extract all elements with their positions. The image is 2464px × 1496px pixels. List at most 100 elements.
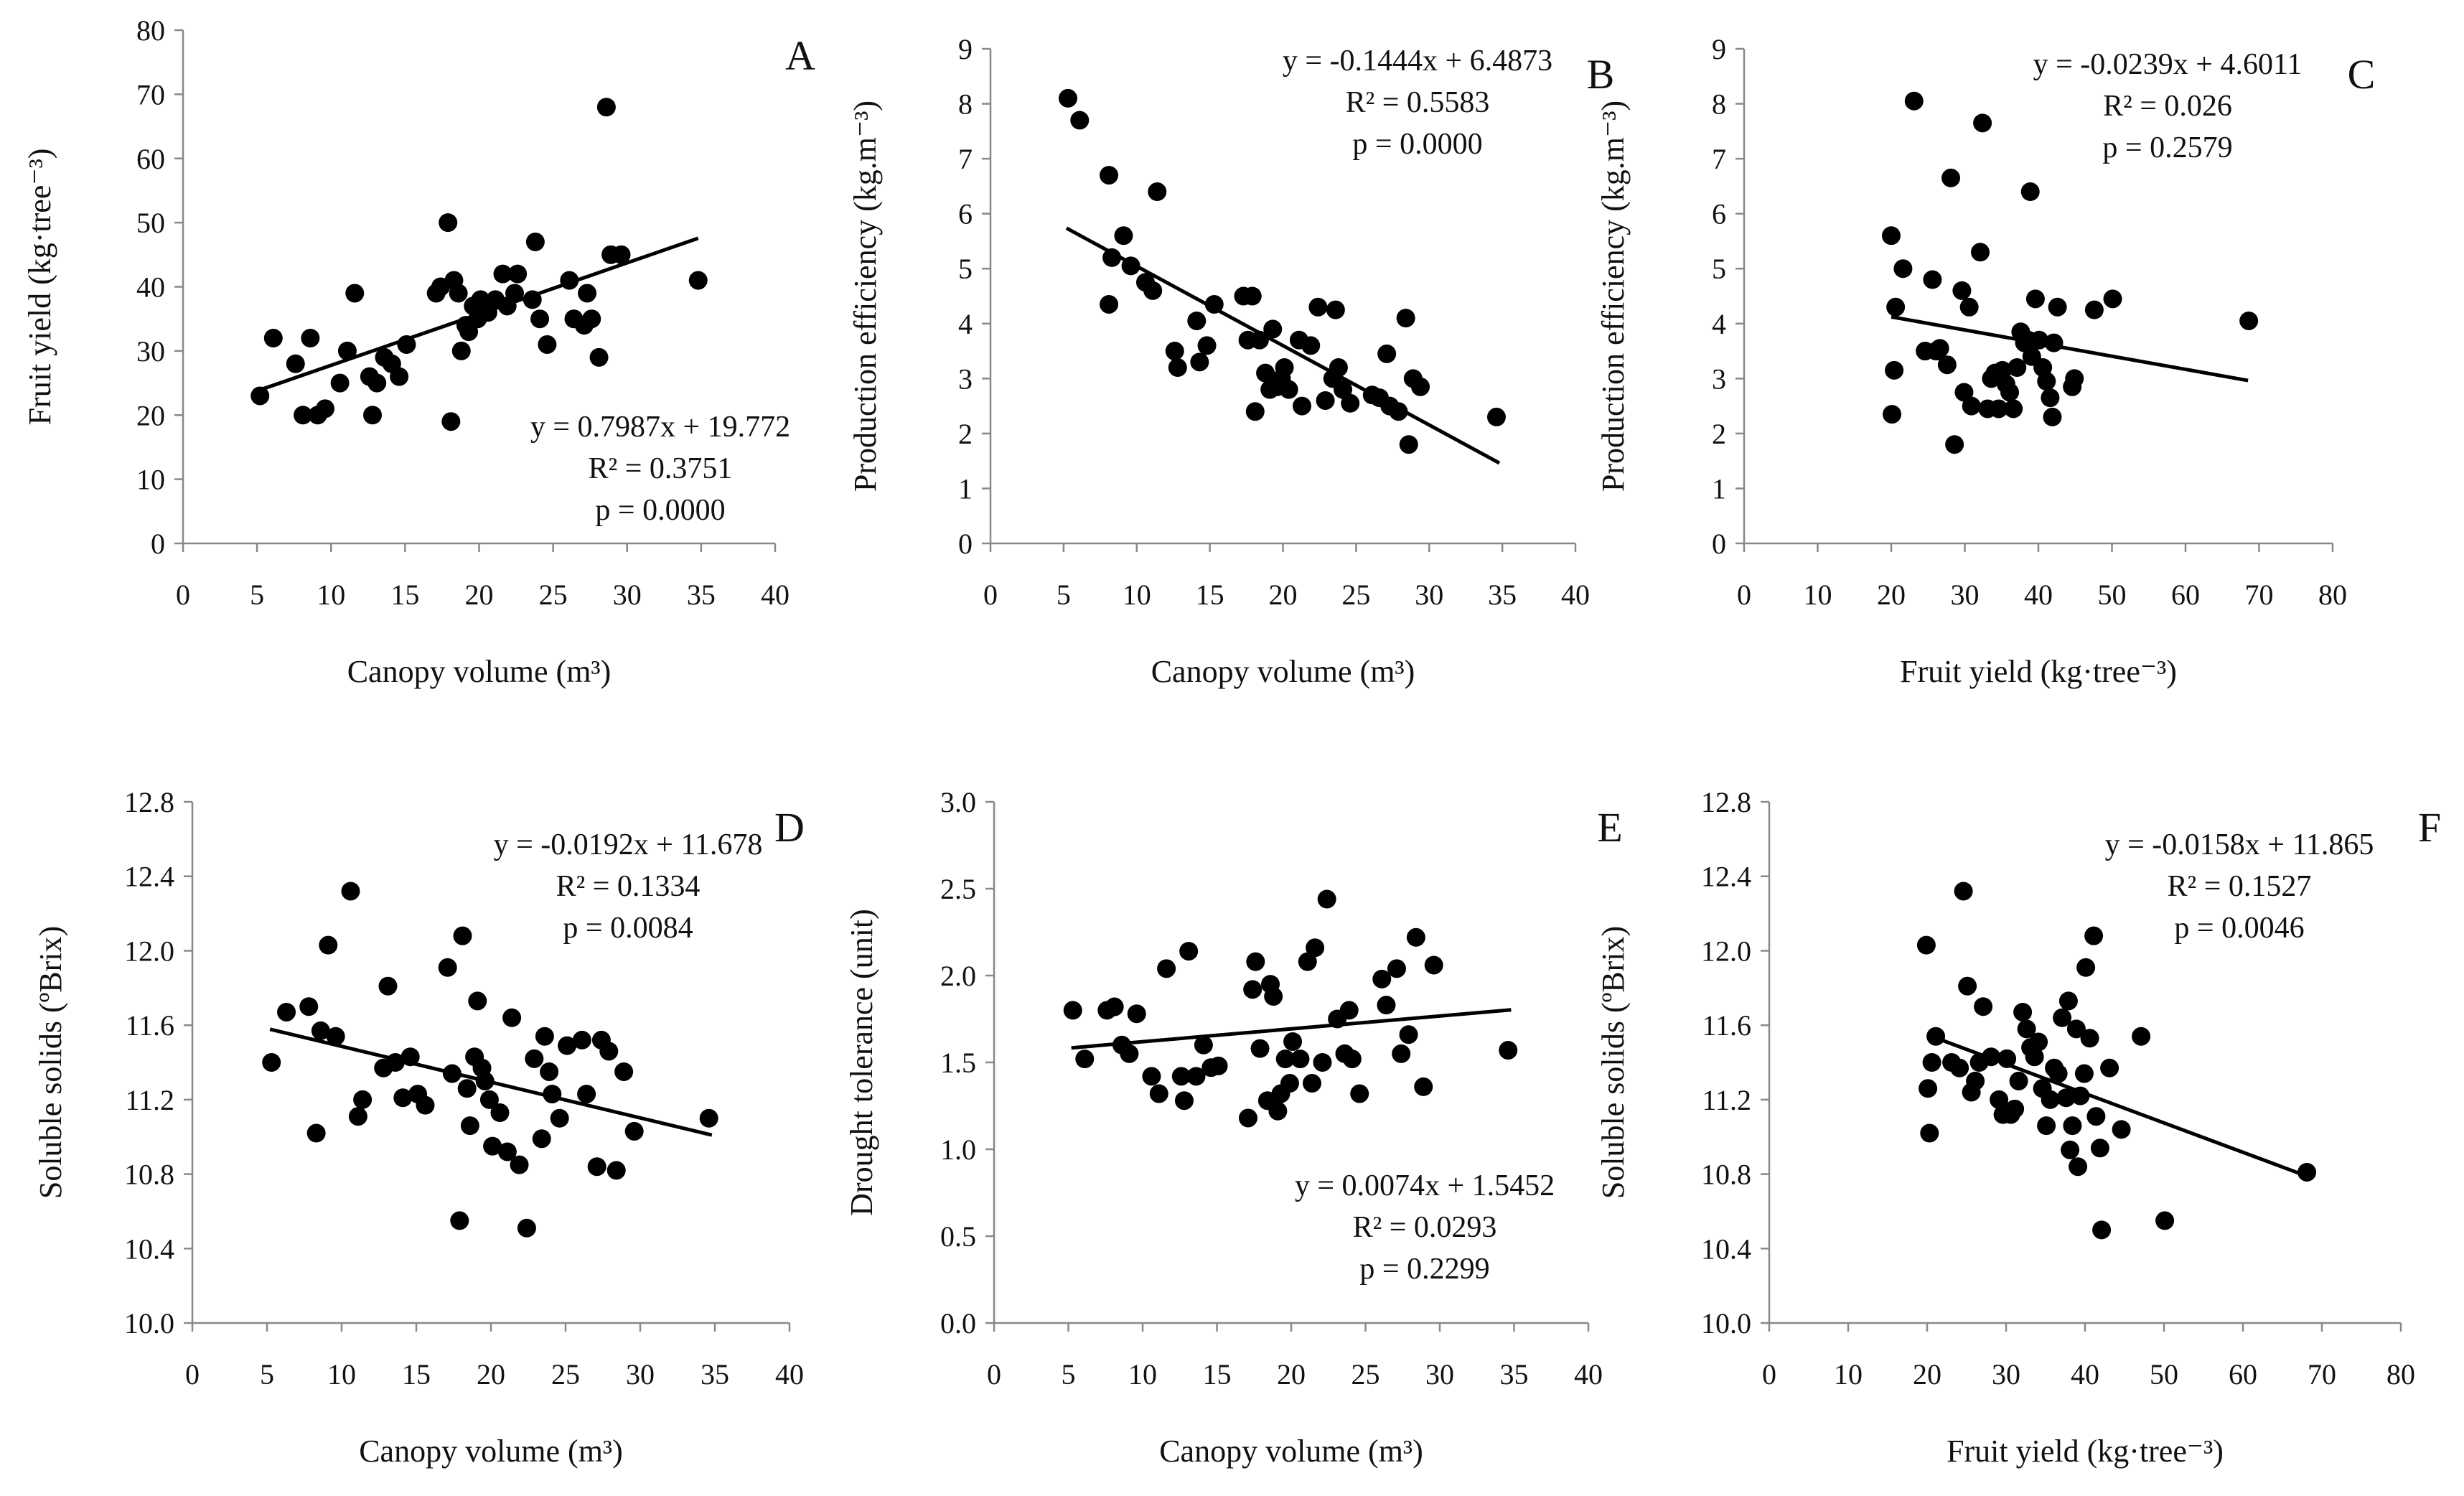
data-point bbox=[1105, 997, 1124, 1016]
data-point bbox=[1157, 959, 1176, 978]
data-point bbox=[1990, 1090, 2009, 1109]
data-point bbox=[1922, 1053, 1941, 1072]
x-tick-label: 35 bbox=[1488, 579, 1517, 611]
data-point bbox=[2074, 1064, 2094, 1083]
panel-letter: A bbox=[785, 32, 815, 79]
data-point bbox=[450, 1211, 469, 1230]
x-tick-label: 20 bbox=[1913, 1358, 1941, 1390]
data-point bbox=[1209, 1056, 1228, 1075]
data-point bbox=[1399, 1025, 1418, 1044]
trend-line bbox=[1071, 1008, 1512, 1050]
data-point bbox=[1142, 1067, 1161, 1086]
data-point bbox=[316, 399, 334, 419]
data-point bbox=[2092, 1220, 2112, 1240]
y-tick-label: 2.0 bbox=[940, 960, 976, 992]
data-point bbox=[1148, 182, 1167, 202]
data-point bbox=[1989, 399, 2008, 419]
data-point bbox=[2013, 1002, 2033, 1022]
data-point bbox=[390, 367, 409, 386]
data-point bbox=[2008, 358, 2027, 378]
x-tick-label: 50 bbox=[2150, 1358, 2178, 1390]
y-tick-label: 0 bbox=[1712, 528, 1726, 560]
data-point bbox=[1399, 435, 1418, 454]
data-point bbox=[525, 232, 545, 251]
data-point bbox=[1197, 336, 1217, 355]
data-point bbox=[2009, 1071, 2028, 1090]
data-point bbox=[1377, 996, 1396, 1015]
y-tick-label: 11.2 bbox=[125, 1084, 174, 1116]
data-point bbox=[614, 1062, 634, 1081]
data-point bbox=[1171, 1067, 1191, 1086]
trend-line bbox=[259, 236, 699, 392]
x-tick-label: 35 bbox=[687, 579, 716, 611]
trend-line bbox=[1926, 1033, 2311, 1179]
data-point bbox=[1954, 882, 1973, 901]
data-point bbox=[1102, 248, 1122, 267]
x-tick-label: 25 bbox=[551, 1358, 580, 1390]
y-tick-label: 7 bbox=[958, 143, 973, 175]
panel-e: 0 5 10 15 20 25 30 35 40 0.0 0.5 1.0 1.5 2.0 2.5 3.0 Can… bbox=[844, 786, 1623, 1469]
data-point bbox=[326, 1027, 345, 1046]
y-tick-label: 0 bbox=[151, 528, 165, 560]
data-point bbox=[460, 1116, 479, 1136]
x-tick-label: 30 bbox=[1951, 579, 1980, 611]
y-tick-label: 9 bbox=[958, 33, 973, 65]
y-tick-label: 7 bbox=[1712, 143, 1726, 175]
data-point bbox=[1187, 311, 1207, 330]
y-axis-label: Fruit yield (kg·tree⁻³) bbox=[22, 149, 57, 426]
x-axis-label: Canopy volume (m³) bbox=[347, 654, 612, 689]
x-tick-label: 20 bbox=[1277, 1358, 1306, 1390]
y-tick-label: 20 bbox=[136, 399, 165, 431]
data-point bbox=[1326, 300, 1345, 319]
data-point bbox=[2048, 297, 2067, 317]
data-point bbox=[2004, 399, 2023, 419]
data-point bbox=[393, 1088, 413, 1108]
data-point bbox=[505, 284, 524, 303]
data-point bbox=[502, 1008, 522, 1027]
data-point bbox=[1100, 294, 1119, 314]
data-point bbox=[606, 1161, 626, 1180]
y-tick-label: 30 bbox=[136, 335, 165, 368]
data-point bbox=[301, 329, 320, 347]
y-tick-label: 8 bbox=[958, 88, 973, 121]
x-tick-label: 30 bbox=[626, 1358, 655, 1390]
x-tick-label: 30 bbox=[1415, 579, 1443, 611]
data-point bbox=[348, 1107, 367, 1126]
data-point bbox=[1168, 358, 1187, 378]
data-point bbox=[1280, 1074, 1299, 1093]
data-point bbox=[1292, 396, 1311, 416]
data-point bbox=[1883, 405, 1902, 424]
y-tick-label: 1 bbox=[1712, 472, 1726, 505]
data-point bbox=[1424, 955, 1443, 975]
data-point bbox=[1392, 1044, 1411, 1063]
x-tick-label: 15 bbox=[390, 579, 419, 611]
panel-c: 0 10 20 30 40 50 60 70 80 0 1 2 3 4 5 6 7 8 9 Fruit yield (… bbox=[1596, 33, 2375, 689]
y-tick-label: 1.0 bbox=[940, 1133, 976, 1166]
y-tick-label: 50 bbox=[136, 207, 165, 239]
data-point bbox=[1063, 1001, 1082, 1020]
data-point bbox=[1904, 91, 1924, 111]
p-value-label: p = 0.2579 bbox=[2102, 131, 2232, 164]
data-point bbox=[1350, 1084, 1369, 1103]
data-point bbox=[1279, 380, 1298, 399]
panel-a: 0 5 10 15 20 25 30 35 40 0 10 20 30 40 50 60 70 80 Canopy … bbox=[22, 14, 815, 689]
data-point bbox=[587, 1157, 606, 1177]
data-point bbox=[1954, 383, 1974, 402]
data-point bbox=[577, 1085, 596, 1104]
data-point bbox=[572, 1030, 591, 1049]
data-point bbox=[497, 1142, 517, 1161]
y-axis-label: Soluble solids (ºBrix) bbox=[33, 926, 68, 1199]
data-point bbox=[1268, 1101, 1288, 1121]
data-point bbox=[1275, 1049, 1295, 1069]
p-value-label: p = 0.2299 bbox=[1359, 1253, 1489, 1286]
x-axis-label: Canopy volume (m³) bbox=[1151, 654, 1415, 689]
data-point bbox=[2069, 1157, 2088, 1177]
x-tick-label: 15 bbox=[402, 1358, 431, 1390]
y-axis-label: Drought tolerance (unit) bbox=[844, 909, 879, 1216]
data-point bbox=[1882, 226, 1901, 246]
data-point bbox=[2066, 1019, 2086, 1039]
data-point bbox=[1246, 952, 1265, 971]
y-tick-label: 80 bbox=[136, 14, 165, 47]
data-point bbox=[2100, 1058, 2119, 1077]
